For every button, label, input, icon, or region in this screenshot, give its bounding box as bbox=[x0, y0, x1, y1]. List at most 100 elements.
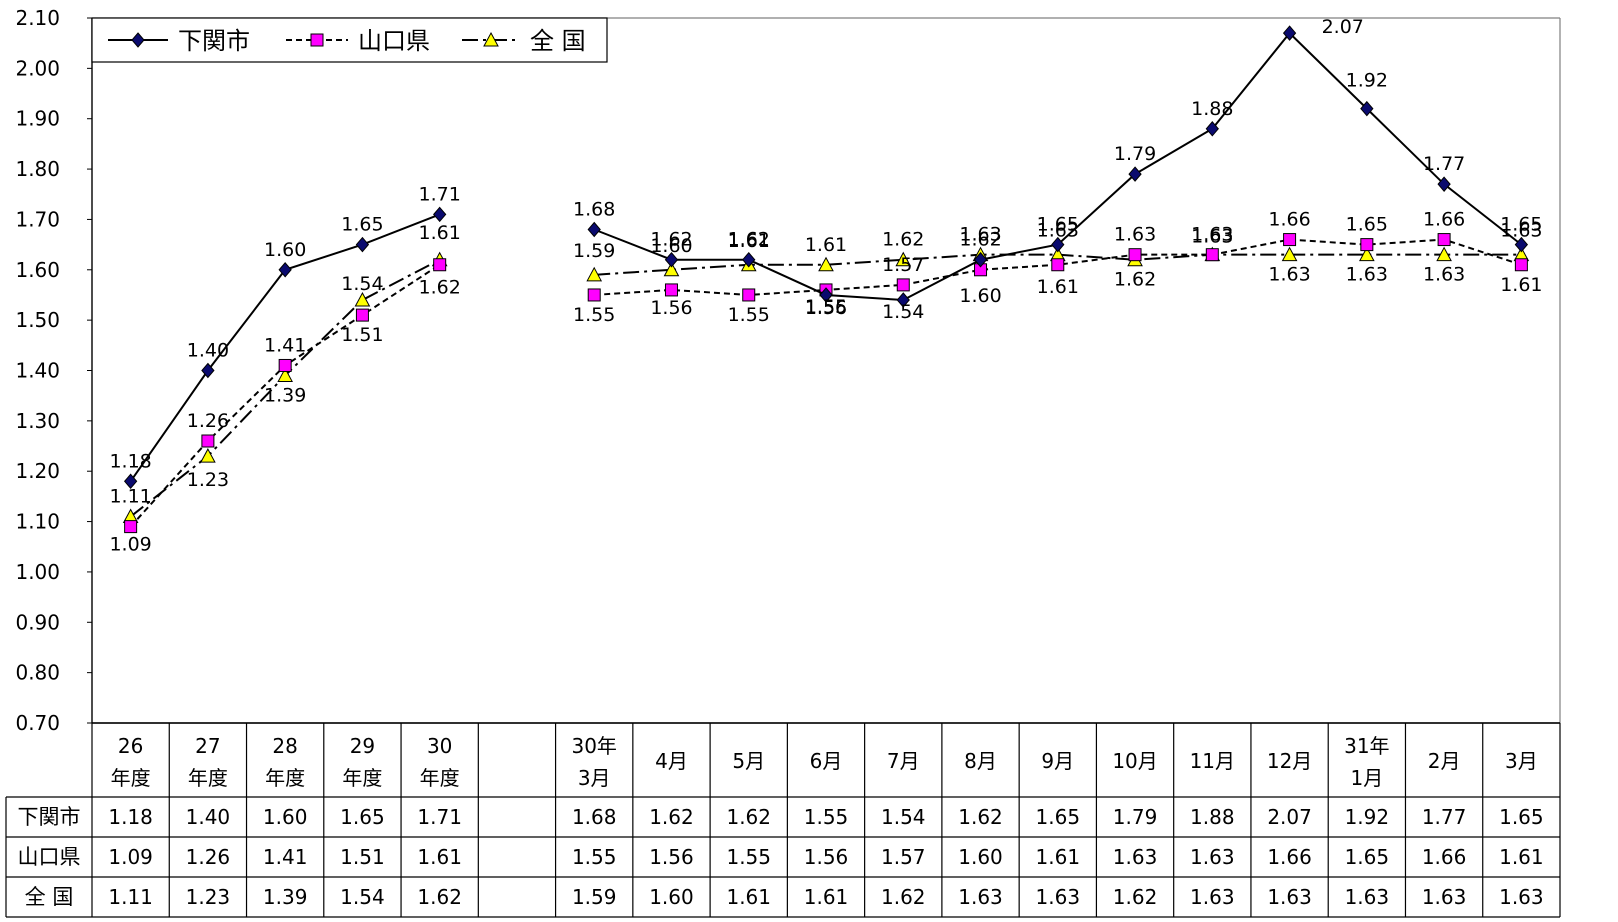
data-point bbox=[742, 251, 756, 268]
data-label: 1.61 bbox=[728, 230, 770, 252]
table-row-header: 山口県 bbox=[18, 845, 81, 869]
data-point bbox=[587, 221, 601, 238]
data-point bbox=[483, 31, 499, 47]
y-tick-label: 1.70 bbox=[15, 207, 60, 231]
data-point bbox=[742, 288, 756, 302]
legend-label: 山口県 bbox=[358, 27, 430, 55]
table-cell: 1.61 bbox=[804, 885, 849, 909]
table-cell: 1.61 bbox=[417, 845, 462, 869]
table-cell: 1.55 bbox=[572, 845, 617, 869]
data-point bbox=[131, 32, 145, 48]
data-label: 1.60 bbox=[650, 235, 692, 257]
data-label: 1.09 bbox=[109, 534, 151, 556]
table-cell: 1.63 bbox=[1499, 885, 1544, 909]
table-cell: 1.39 bbox=[263, 885, 308, 909]
table-cell: 1.88 bbox=[1190, 805, 1235, 829]
data-label: 1.63 bbox=[1191, 226, 1233, 248]
y-tick-label: 1.30 bbox=[15, 409, 60, 433]
x-category-label: 4月 bbox=[655, 749, 688, 773]
table-cell: 1.56 bbox=[804, 845, 849, 869]
y-tick-label: 2.10 bbox=[15, 6, 60, 30]
table-cell: 1.09 bbox=[108, 845, 153, 869]
data-point bbox=[664, 283, 678, 297]
x-category-label: 3月 bbox=[578, 766, 611, 790]
data-point bbox=[1051, 258, 1065, 272]
data-label: 1.65 bbox=[1037, 214, 1079, 236]
data-label: 1.63 bbox=[1346, 264, 1388, 286]
table-cell: 1.66 bbox=[1267, 845, 1312, 869]
table-cell: 1.61 bbox=[1499, 845, 1544, 869]
data-label: 1.66 bbox=[1268, 209, 1310, 231]
data-point bbox=[310, 33, 324, 47]
data-label: 2.07 bbox=[1322, 16, 1364, 38]
data-label: 1.62 bbox=[1114, 269, 1156, 291]
data-point bbox=[1282, 25, 1297, 41]
table-cell: 1.63 bbox=[1345, 885, 1390, 909]
x-category-label: 30 bbox=[427, 734, 452, 758]
series-layer bbox=[122, 25, 1530, 534]
data-label: 1.63 bbox=[1191, 224, 1233, 246]
table-cell: 1.71 bbox=[417, 805, 462, 829]
y-tick-label: 1.90 bbox=[15, 107, 60, 131]
data-point bbox=[587, 288, 601, 302]
data-label: 1.56 bbox=[650, 297, 692, 319]
data-label: 1.55 bbox=[728, 304, 770, 326]
data-label: 1.68 bbox=[573, 199, 615, 221]
data-point bbox=[1051, 236, 1065, 253]
data-label: 1.62 bbox=[959, 229, 1001, 251]
table-cell: 1.65 bbox=[1036, 805, 1081, 829]
data-point bbox=[664, 251, 679, 268]
x-category-label: 30年 bbox=[571, 734, 616, 758]
table-cell: 1.23 bbox=[186, 885, 231, 909]
table-cell: 1.66 bbox=[1422, 845, 1467, 869]
x-category-label: 1月 bbox=[1350, 766, 1383, 790]
data-label: 1.41 bbox=[264, 334, 306, 356]
data-point bbox=[1281, 246, 1298, 262]
data-label: 1.71 bbox=[419, 183, 461, 205]
data-point bbox=[1205, 121, 1219, 137]
table-cell: 1.54 bbox=[881, 805, 926, 829]
data-point bbox=[355, 236, 370, 253]
data-label: 1.65 bbox=[1500, 214, 1542, 236]
data-point bbox=[1514, 258, 1528, 272]
data-point bbox=[277, 367, 293, 383]
data-point bbox=[1283, 233, 1297, 247]
y-tick-label: 1.20 bbox=[15, 459, 60, 483]
data-point bbox=[1437, 176, 1451, 192]
y-axis: 2.10 2.00 1.90 1.80 1.70 1.60 1.50 1.40 1.30 1.20… bbox=[15, 6, 1561, 735]
table-cell: 1.56 bbox=[649, 845, 694, 869]
data-label: 1.11 bbox=[109, 486, 151, 508]
data-point bbox=[586, 266, 603, 282]
table-cell: 1.11 bbox=[108, 885, 153, 909]
data-point bbox=[1128, 166, 1142, 182]
data-point bbox=[200, 448, 216, 463]
table-cell: 1.60 bbox=[649, 885, 694, 909]
x-category-label: 5月 bbox=[732, 749, 765, 773]
table-cell: 1.62 bbox=[726, 805, 771, 829]
table-cell: 1.60 bbox=[263, 805, 308, 829]
x-category-label: 9月 bbox=[1041, 749, 1074, 773]
table-cell: 1.18 bbox=[108, 805, 153, 829]
table-cell: 1.61 bbox=[1036, 845, 1081, 869]
data-point bbox=[819, 287, 833, 303]
data-point bbox=[123, 473, 138, 490]
table-cell: 1.54 bbox=[340, 885, 385, 909]
data-label: 1.77 bbox=[1423, 153, 1465, 175]
data-label: 1.61 bbox=[805, 234, 847, 256]
legend-label: 全 国 bbox=[530, 27, 586, 55]
data-label: 1.88 bbox=[1191, 98, 1233, 120]
data-label: 1.40 bbox=[187, 340, 229, 362]
x-category-label: 31年 bbox=[1344, 734, 1389, 758]
table-cell: 1.63 bbox=[958, 885, 1003, 909]
data-label: 1.62 bbox=[728, 229, 770, 251]
x-category-label: 年度 bbox=[188, 766, 228, 790]
table-cell: 2.07 bbox=[1267, 805, 1312, 829]
data-label: 1.61 bbox=[1500, 274, 1542, 296]
x-category-label: 6月 bbox=[810, 749, 843, 773]
data-point bbox=[355, 308, 369, 322]
x-category-label: 7月 bbox=[887, 749, 920, 773]
data-point bbox=[896, 278, 910, 292]
y-tick-label: 2.00 bbox=[15, 56, 60, 80]
data-point bbox=[433, 206, 447, 223]
